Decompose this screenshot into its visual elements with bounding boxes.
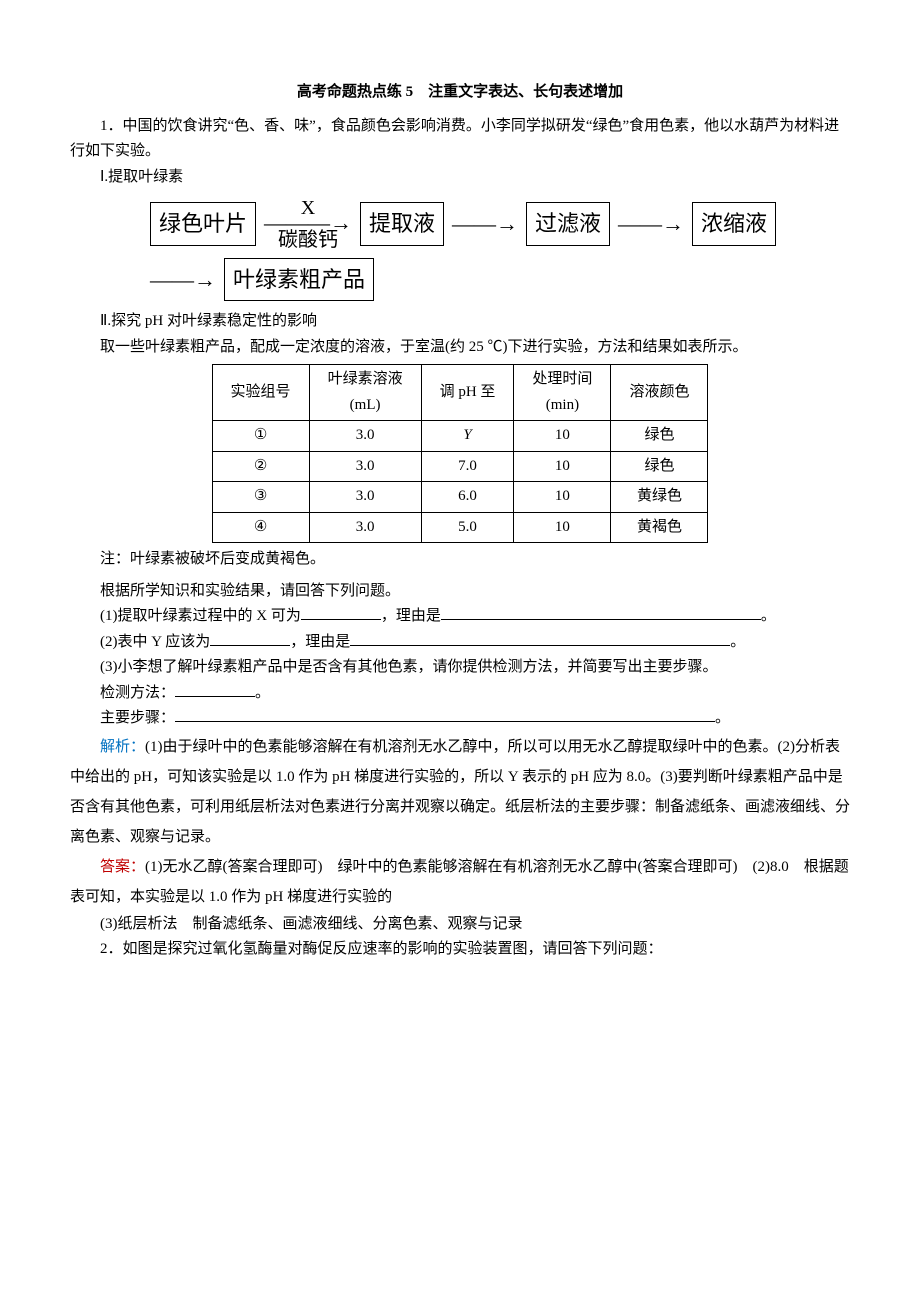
th-group: 实验组号 xyxy=(212,365,309,421)
blank xyxy=(441,604,761,620)
th-time-l2: (min) xyxy=(546,397,579,413)
cell: 3.0 xyxy=(309,512,421,543)
cell: 5.0 xyxy=(421,512,514,543)
q1-sub1: (1)提取叶绿素过程中的 X 可为，理由是。 xyxy=(70,604,850,630)
th-vol-l1: 叶绿素溶液 xyxy=(328,371,403,387)
th-time: 处理时间 (min) xyxy=(514,365,611,421)
page-title: 高考命题热点练 5 注重文字表达、长句表述增加 xyxy=(70,80,850,106)
q1-step2-label: Ⅱ.探究 pH 对叶绿素稳定性的影响 xyxy=(70,309,850,335)
data-table: 实验组号 叶绿素溶液 (mL) 调 pH 至 处理时间 (min) 溶液颜色 ①… xyxy=(212,364,709,543)
flow-node-5: 叶绿素粗产品 xyxy=(224,258,374,301)
flow-diagram-row2: ——→ 叶绿素粗产品 xyxy=(150,258,850,301)
q1-analysis-text: (1)由于绿叶中的色素能够溶解在有机溶剂无水乙醇中，所以可以用无水乙醇提取绿叶中… xyxy=(70,739,850,845)
q2-stem: 2．如图是探究过氧化氢酶量对酶促反应速率的影响的实验装置图，请回答下列问题： xyxy=(70,937,850,963)
cell: ④ xyxy=(212,512,309,543)
answer-label: 答案： xyxy=(100,859,145,875)
q1-analysis: 解析：(1)由于绿叶中的色素能够溶解在有机溶剂无水乙醇中，所以可以用无水乙醇提取… xyxy=(70,732,850,852)
cell: 10 xyxy=(514,451,611,482)
cell: Y xyxy=(421,421,514,452)
cell: 3.0 xyxy=(309,451,421,482)
cell: ② xyxy=(212,451,309,482)
blank xyxy=(301,604,381,620)
flow-node-4: 浓缩液 xyxy=(692,202,776,245)
th-ph: 调 pH 至 xyxy=(421,365,514,421)
arrow-icon: ——→ xyxy=(150,269,216,291)
th-vol-l2: (mL) xyxy=(350,397,381,413)
arrow-icon: ——→ xyxy=(618,213,684,235)
flow-arrow-3: ——→ xyxy=(618,213,684,235)
cell: ① xyxy=(212,421,309,452)
q1-sub3-m-label: 检测方法： xyxy=(100,685,175,701)
q1-answer1: 答案：(1)无水乙醇(答案合理即可) 绿叶中的色素能够溶解在有机溶剂无水乙醇中(… xyxy=(70,852,850,912)
q1-answer2: (3)纸层析法 制备滤纸条、画滤液细线、分离色素、观察与记录 xyxy=(70,912,850,938)
blank xyxy=(210,630,290,646)
q1-table-note: 注：叶绿素被破坏后变成黄褐色。 xyxy=(70,547,850,573)
blank xyxy=(175,706,715,722)
q1-sub1-b: ，理由是 xyxy=(381,608,441,624)
cell: 绿色 xyxy=(611,451,708,482)
q1-step1-label: Ⅰ.提取叶绿素 xyxy=(70,165,850,191)
flow-diagram-row1: 绿色叶片 X ———→ 碳酸钙 提取液 ——→ 过滤液 ——→ 浓缩液 xyxy=(150,198,850,250)
flow-arrow-1: X ———→ 碳酸钙 xyxy=(264,198,352,250)
th-time-l1: 处理时间 xyxy=(532,371,592,387)
q1-sub2-a: (2)表中 Y 应该为 xyxy=(100,634,210,650)
cell: 10 xyxy=(514,512,611,543)
q1-sub3-steps: 主要步骤：。 xyxy=(70,706,850,732)
q1-sub3: (3)小李想了解叶绿素粗产品中是否含有其他色素，请你提供检测方法，并简要写出主要… xyxy=(70,655,850,681)
flow-node-3: 过滤液 xyxy=(526,202,610,245)
cell: 10 xyxy=(514,421,611,452)
cell: 黄绿色 xyxy=(611,482,708,513)
q1-answer1-text: (1)无水乙醇(答案合理即可) 绿叶中的色素能够溶解在有机溶剂无水乙醇中(答案合… xyxy=(70,859,849,905)
q1-sub2: (2)表中 Y 应该为，理由是。 xyxy=(70,630,850,656)
arrow-bot-label: 碳酸钙 xyxy=(278,230,338,250)
th-vol: 叶绿素溶液 (mL) xyxy=(309,365,421,421)
cell: 3.0 xyxy=(309,482,421,513)
cell: 6.0 xyxy=(421,482,514,513)
table-row: ① 3.0 Y 10 绿色 xyxy=(212,421,708,452)
q1-stem: 1．中国的饮食讲究“色、香、味”，食品颜色会影响消费。小李同学拟研发“绿色”食用… xyxy=(70,114,850,165)
th-color: 溶液颜色 xyxy=(611,365,708,421)
table-row: ③ 3.0 6.0 10 黄绿色 xyxy=(212,482,708,513)
arrow-icon: ——→ xyxy=(452,213,518,235)
blank xyxy=(175,681,255,697)
cell: 7.0 xyxy=(421,451,514,482)
blank xyxy=(350,630,730,646)
q1-sub3-method: 检测方法：。 xyxy=(70,681,850,707)
table-row: ② 3.0 7.0 10 绿色 xyxy=(212,451,708,482)
cell: 3.0 xyxy=(309,421,421,452)
q1-sub2-b: ，理由是 xyxy=(290,634,350,650)
cell: 绿色 xyxy=(611,421,708,452)
q1-procedure: 取一些叶绿素粗产品，配成一定浓度的溶液，于室温(约 25 ℃)下进行实验，方法和… xyxy=(70,335,850,361)
cell: ③ xyxy=(212,482,309,513)
table-header-row: 实验组号 叶绿素溶液 (mL) 调 pH 至 处理时间 (min) 溶液颜色 xyxy=(212,365,708,421)
cell-y: Y xyxy=(463,427,471,443)
flow-arrow-2: ——→ xyxy=(452,213,518,235)
q1-sub1-a: (1)提取叶绿素过程中的 X 可为 xyxy=(100,608,301,624)
flow-node-2: 提取液 xyxy=(360,202,444,245)
cell: 10 xyxy=(514,482,611,513)
q1-ask: 根据所学知识和实验结果，请回答下列问题。 xyxy=(70,579,850,605)
flow-node-1: 绿色叶片 xyxy=(150,202,256,245)
q1-sub3-s-label: 主要步骤： xyxy=(100,710,175,726)
table-row: ④ 3.0 5.0 10 黄褐色 xyxy=(212,512,708,543)
analysis-label: 解析： xyxy=(100,739,145,755)
flow-arrow-4: ——→ xyxy=(150,269,216,291)
cell: 黄褐色 xyxy=(611,512,708,543)
